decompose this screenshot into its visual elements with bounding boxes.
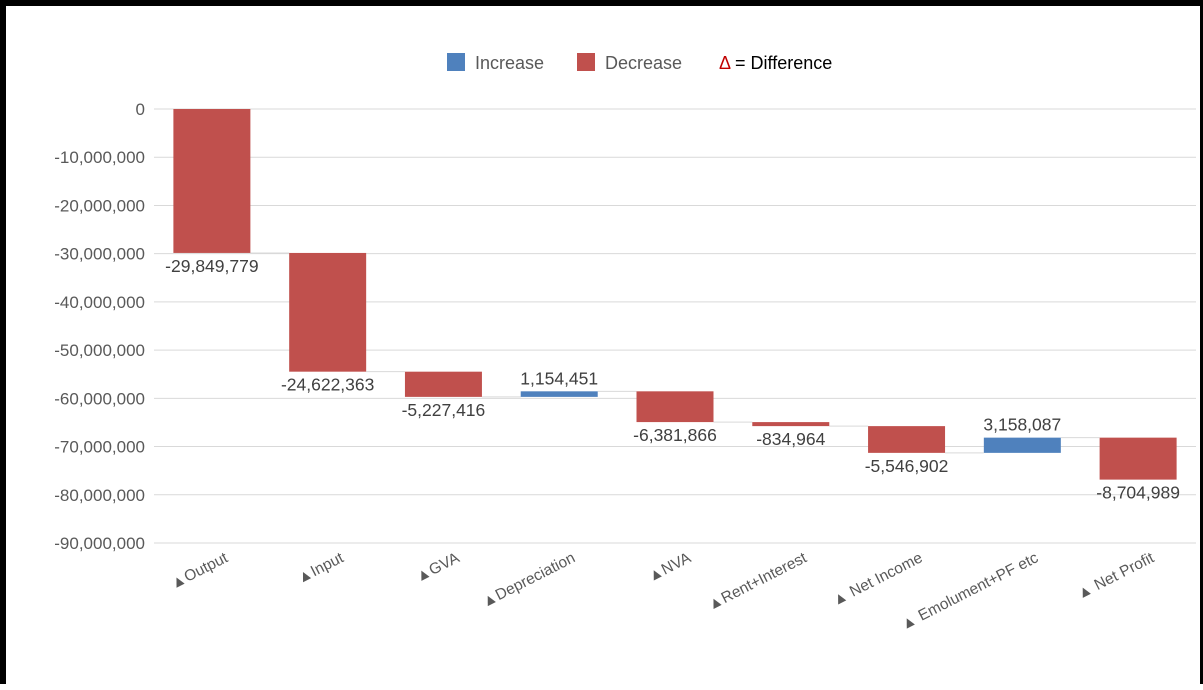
- bar-increase: [520, 391, 598, 397]
- legend-label-decrease: Decrease: [605, 53, 682, 73]
- data-label: -29,849,779: [165, 256, 258, 276]
- legend-delta-symbol: Δ: [719, 53, 731, 73]
- bar-decrease: [636, 391, 714, 423]
- data-label: -834,964: [756, 429, 825, 449]
- y-tick-label: -60,000,000: [54, 389, 145, 408]
- data-label: -6,381,866: [633, 425, 717, 445]
- legend-swatch-increase: [447, 53, 465, 71]
- x-tick-label: ▲Output: [168, 549, 231, 593]
- bar-decrease: [1099, 437, 1177, 480]
- data-label: -8,704,989: [1096, 483, 1180, 503]
- x-tick-label: ▲Input: [294, 549, 347, 587]
- x-tick-label: ▲GVA: [413, 549, 463, 586]
- x-tick-label: ▲Rent+Interest: [705, 549, 810, 614]
- x-tick-label: ▲Depreciation: [479, 549, 578, 611]
- y-tick-label: 0: [136, 100, 145, 119]
- bar-decrease: [289, 252, 367, 372]
- data-label: 3,158,087: [983, 415, 1061, 435]
- legend: Increase Decrease Δ = Difference: [447, 53, 832, 73]
- y-tick-label: -10,000,000: [54, 148, 145, 167]
- y-tick-label: -30,000,000: [54, 245, 145, 264]
- legend-swatch-decrease: [577, 53, 595, 71]
- legend-difference-note: Δ = Difference: [719, 53, 832, 73]
- y-tick-label: -70,000,000: [54, 438, 145, 457]
- x-tick-label: ▲NVA: [645, 549, 694, 585]
- data-label: -5,546,902: [865, 456, 949, 476]
- connector-lines: [250, 252, 1100, 454]
- bar-decrease: [868, 426, 946, 453]
- bar-decrease: [752, 422, 830, 427]
- legend-label-increase: Increase: [475, 53, 544, 73]
- bar-increase: [983, 437, 1061, 453]
- x-axis-category-labels: ▲Output ▲Input ▲GVA ▲Depreciation ▲NVA ▲Rent+…: [168, 549, 1158, 633]
- y-tick-label: -80,000,000: [54, 486, 145, 505]
- y-axis-tick-labels: 0 -10,000,000 -20,000,000 -30,000,000 -40,00…: [54, 100, 145, 553]
- data-label: -24,622,363: [281, 375, 374, 395]
- bars: [173, 109, 1177, 480]
- x-tick-label: ▲ Net Income: [830, 549, 926, 609]
- y-tick-label: -20,000,000: [54, 196, 145, 215]
- data-labels: -29,849,779 -24,622,363 -5,227,416 1,154,45…: [165, 256, 1180, 503]
- bar-decrease: [404, 371, 482, 397]
- waterfall-chart: 0 -10,000,000 -20,000,000 -30,000,000 -40,00…: [54, 53, 1196, 634]
- y-tick-label: -50,000,000: [54, 341, 145, 360]
- x-tick-label: ▲ Net Profit: [1074, 549, 1157, 603]
- y-tick-label: -90,000,000: [54, 534, 145, 553]
- data-label: 1,154,451: [520, 368, 598, 388]
- y-tick-label: -40,000,000: [54, 293, 145, 312]
- bar-decrease: [173, 109, 251, 253]
- legend-difference-text: = Difference: [730, 53, 832, 73]
- data-label: -5,227,416: [402, 400, 486, 420]
